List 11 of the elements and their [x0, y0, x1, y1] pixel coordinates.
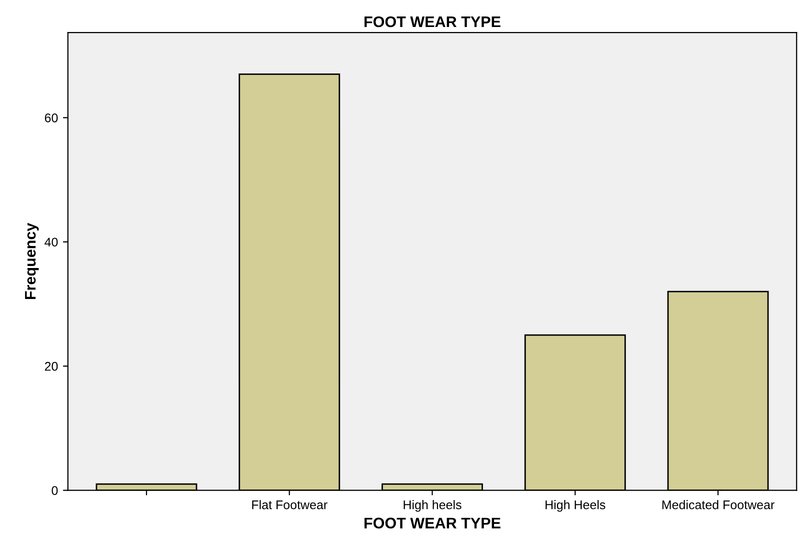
x-tick-label: Medicated Footwear	[662, 500, 774, 510]
y-tick-label: 20	[44, 362, 58, 371]
y-tick-label: 0	[52, 486, 58, 495]
x-tick-label: High Heels	[546, 500, 606, 512]
y-axis-title: Frequency	[25, 222, 39, 300]
x-tick-label: Flat Footwear	[252, 500, 328, 510]
chart-title: FOOT WEAR TYPE	[364, 16, 500, 28]
y-tick-label: 40	[44, 238, 58, 247]
x-tick-label: High heels	[404, 500, 462, 512]
x-axis-title: FOOT WEAR TYPE	[364, 518, 500, 528]
y-tick-label: 60	[44, 113, 58, 122]
